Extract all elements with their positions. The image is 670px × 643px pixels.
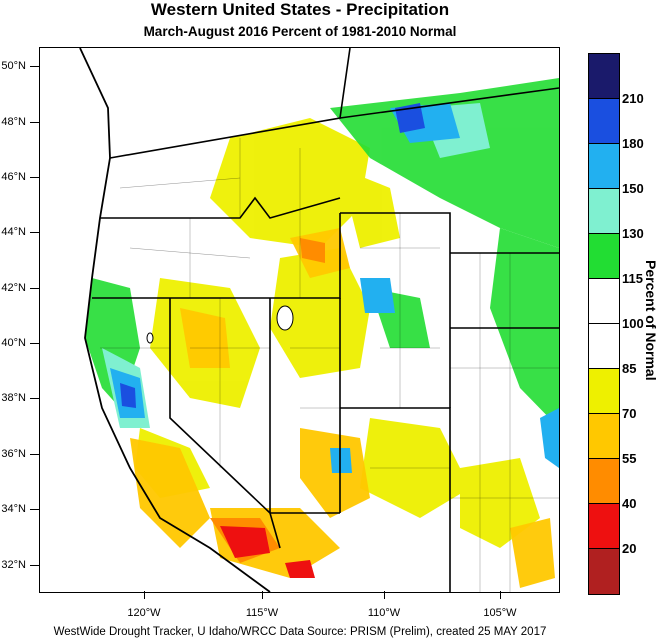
legend-tick-label: 150 [622, 181, 644, 196]
lat-tick [30, 66, 39, 67]
legend-tick-label: 70 [622, 406, 637, 421]
lat-label-34: 34°N [1, 503, 26, 515]
lon-tick [500, 591, 501, 599]
lat-label-32: 32°N [1, 559, 26, 571]
legend-swatch-above-210 [589, 54, 619, 99]
lon-label-115: 115°W [245, 607, 279, 619]
map-canvas [79, 48, 559, 592]
legend-colorbar [588, 53, 620, 595]
legend-tick-label: 20 [622, 541, 637, 556]
legend-swatch-40-55 [589, 459, 619, 504]
lat-label-44: 44°N [1, 226, 26, 238]
map-title: Western United States - Precipitation [150, 0, 450, 19]
legend-tick-label: 100 [622, 316, 644, 331]
coastline [79, 48, 271, 592]
lat-tick [30, 565, 39, 566]
legend-swatch-130-150 [589, 189, 619, 234]
legend-tick-label: 85 [622, 361, 637, 376]
legend-swatch-100-115 [589, 279, 619, 324]
legend-swatch-150-180 [589, 144, 619, 189]
lat-label-42: 42°N [1, 282, 26, 294]
lake-tahoe [146, 332, 154, 344]
lat-tick [30, 398, 39, 399]
legend-tick-label: 210 [622, 91, 644, 106]
lon-tick [384, 591, 385, 599]
legend-swatch-below-20 [589, 549, 619, 594]
lon-label-105: 105°W [483, 607, 517, 619]
lat-label-48: 48°N [1, 116, 26, 128]
lon-tick [262, 591, 263, 599]
lat-label-36: 36°N [1, 448, 26, 460]
legend-tick-label: 115 [622, 271, 643, 286]
lon-label-120: 120°W [127, 607, 161, 619]
legend-tick-label: 40 [622, 496, 637, 511]
lat-label-50: 50°N [1, 60, 26, 72]
legend-swatch-180-210 [589, 99, 619, 144]
lat-tick [30, 288, 39, 289]
lon-tick [144, 591, 145, 599]
footer-credit: WestWide Drought Tracker, U Idaho/WRCC D… [53, 626, 547, 638]
lat-tick [30, 454, 39, 455]
legend-tick-label: 130 [622, 226, 644, 241]
lat-tick [30, 509, 39, 510]
precip-20-40 [220, 526, 315, 578]
lat-tick [30, 122, 39, 123]
lat-tick [30, 343, 39, 344]
lat-label-46: 46°N [1, 171, 26, 183]
legend-swatch-70-85 [589, 369, 619, 414]
legend-swatch-55-70 [589, 414, 619, 459]
precip-180-210 [120, 103, 425, 408]
great-salt-lake [276, 305, 294, 331]
lat-label-38: 38°N [1, 392, 26, 404]
legend-tick-label: 55 [622, 451, 637, 466]
lon-label-110: 110°W [367, 607, 401, 619]
state-borders [92, 48, 559, 592]
legend-swatch-115-130 [589, 234, 619, 279]
map-subtitle: March-August 2016 Percent of 1981-2010 N… [143, 24, 457, 39]
county-borders [100, 138, 559, 592]
legend-tick-label: 180 [622, 136, 644, 151]
legend-swatch-20-40 [589, 504, 619, 549]
precipitation-map [39, 47, 560, 593]
lat-tick [30, 232, 39, 233]
legend-title: Percent of Normal [643, 260, 659, 381]
lat-label-40: 40°N [1, 337, 26, 349]
lat-tick [30, 177, 39, 178]
legend-swatch-85-100 [589, 324, 619, 369]
